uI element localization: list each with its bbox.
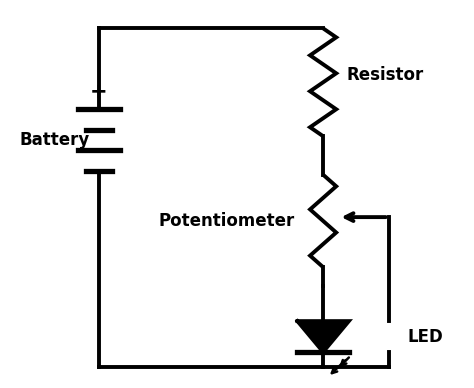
Polygon shape <box>298 321 349 352</box>
Text: Battery: Battery <box>19 131 90 149</box>
Text: Resistor: Resistor <box>346 66 424 83</box>
Text: Potentiometer: Potentiometer <box>159 212 295 230</box>
Text: +: + <box>90 82 108 102</box>
Text: LED: LED <box>407 327 443 346</box>
